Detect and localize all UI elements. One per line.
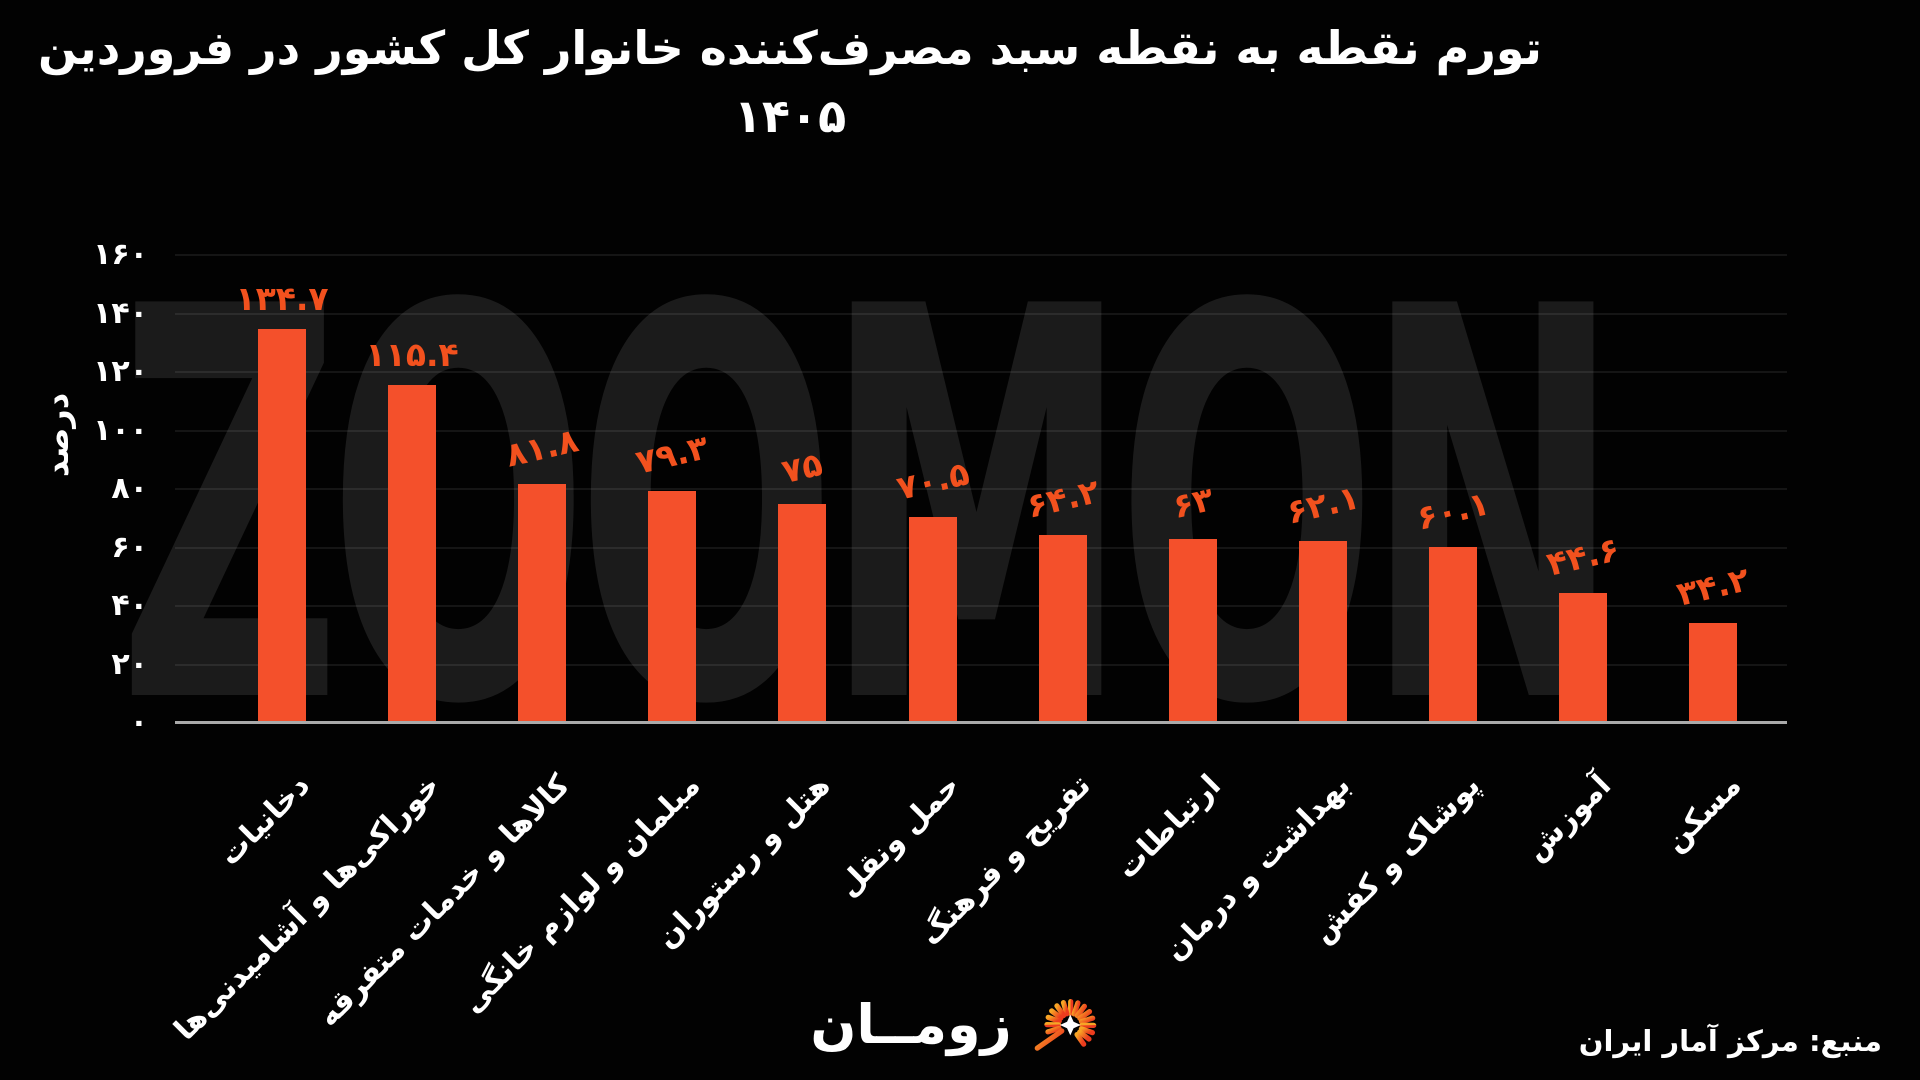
y-tick-label: ۱۴۰	[93, 295, 148, 331]
y-tick-label: ۶۰	[111, 529, 148, 565]
bar-value-label: ۱۳۴.۷	[235, 279, 329, 318]
gridline	[175, 429, 1787, 432]
y-tick-label: ۱۶۰	[93, 237, 148, 272]
bar	[1559, 592, 1607, 723]
bar	[1428, 547, 1477, 723]
bar	[388, 385, 437, 723]
bar	[778, 503, 827, 723]
gridline	[175, 254, 1787, 256]
brand-name: زومــان	[810, 993, 1012, 1056]
page-title: تورم نقطه به نقطه سبد مصرف‌کننده خانوار …	[0, 14, 1580, 150]
y-tick-label: ۲۰	[111, 646, 148, 682]
watermark: ZOOMON	[118, 195, 1622, 823]
source-credit: منبع: مرکز آمار ایران	[1578, 1024, 1882, 1058]
gridline	[175, 546, 1787, 549]
bar	[258, 329, 306, 723]
category-label: مسکن	[1656, 768, 1748, 859]
brand-logo: زومــان	[810, 986, 1109, 1064]
bar	[1168, 538, 1217, 723]
page-title-line1: تورم نقطه به نقطه سبد مصرف‌کننده خانوار …	[38, 21, 1542, 75]
page-title-line2: ۱۴۰۵	[733, 89, 847, 143]
bar	[1298, 541, 1347, 723]
y-tick-label: ۸۰	[111, 471, 148, 506]
x-axis-line	[175, 721, 1787, 724]
bar	[1038, 535, 1087, 723]
gridline	[175, 371, 1787, 373]
gridline	[175, 488, 1787, 490]
bar	[908, 516, 957, 723]
y-axis-title: درصد	[38, 392, 76, 478]
sunburst-logo-icon	[1035, 999, 1097, 1051]
y-tick-label: ۱۲۰	[93, 354, 148, 389]
gridline	[175, 312, 1787, 315]
y-tick-label: ۱۰۰	[93, 412, 148, 448]
bar	[518, 483, 567, 723]
gridline	[175, 663, 1787, 666]
bar-value-label: ۱۱۵.۴	[365, 335, 459, 375]
y-tick-label: ۰	[129, 705, 148, 740]
y-tick-label: ۴۰	[111, 588, 148, 623]
gridline	[175, 605, 1787, 607]
bar	[1689, 622, 1738, 723]
bar	[648, 491, 697, 723]
